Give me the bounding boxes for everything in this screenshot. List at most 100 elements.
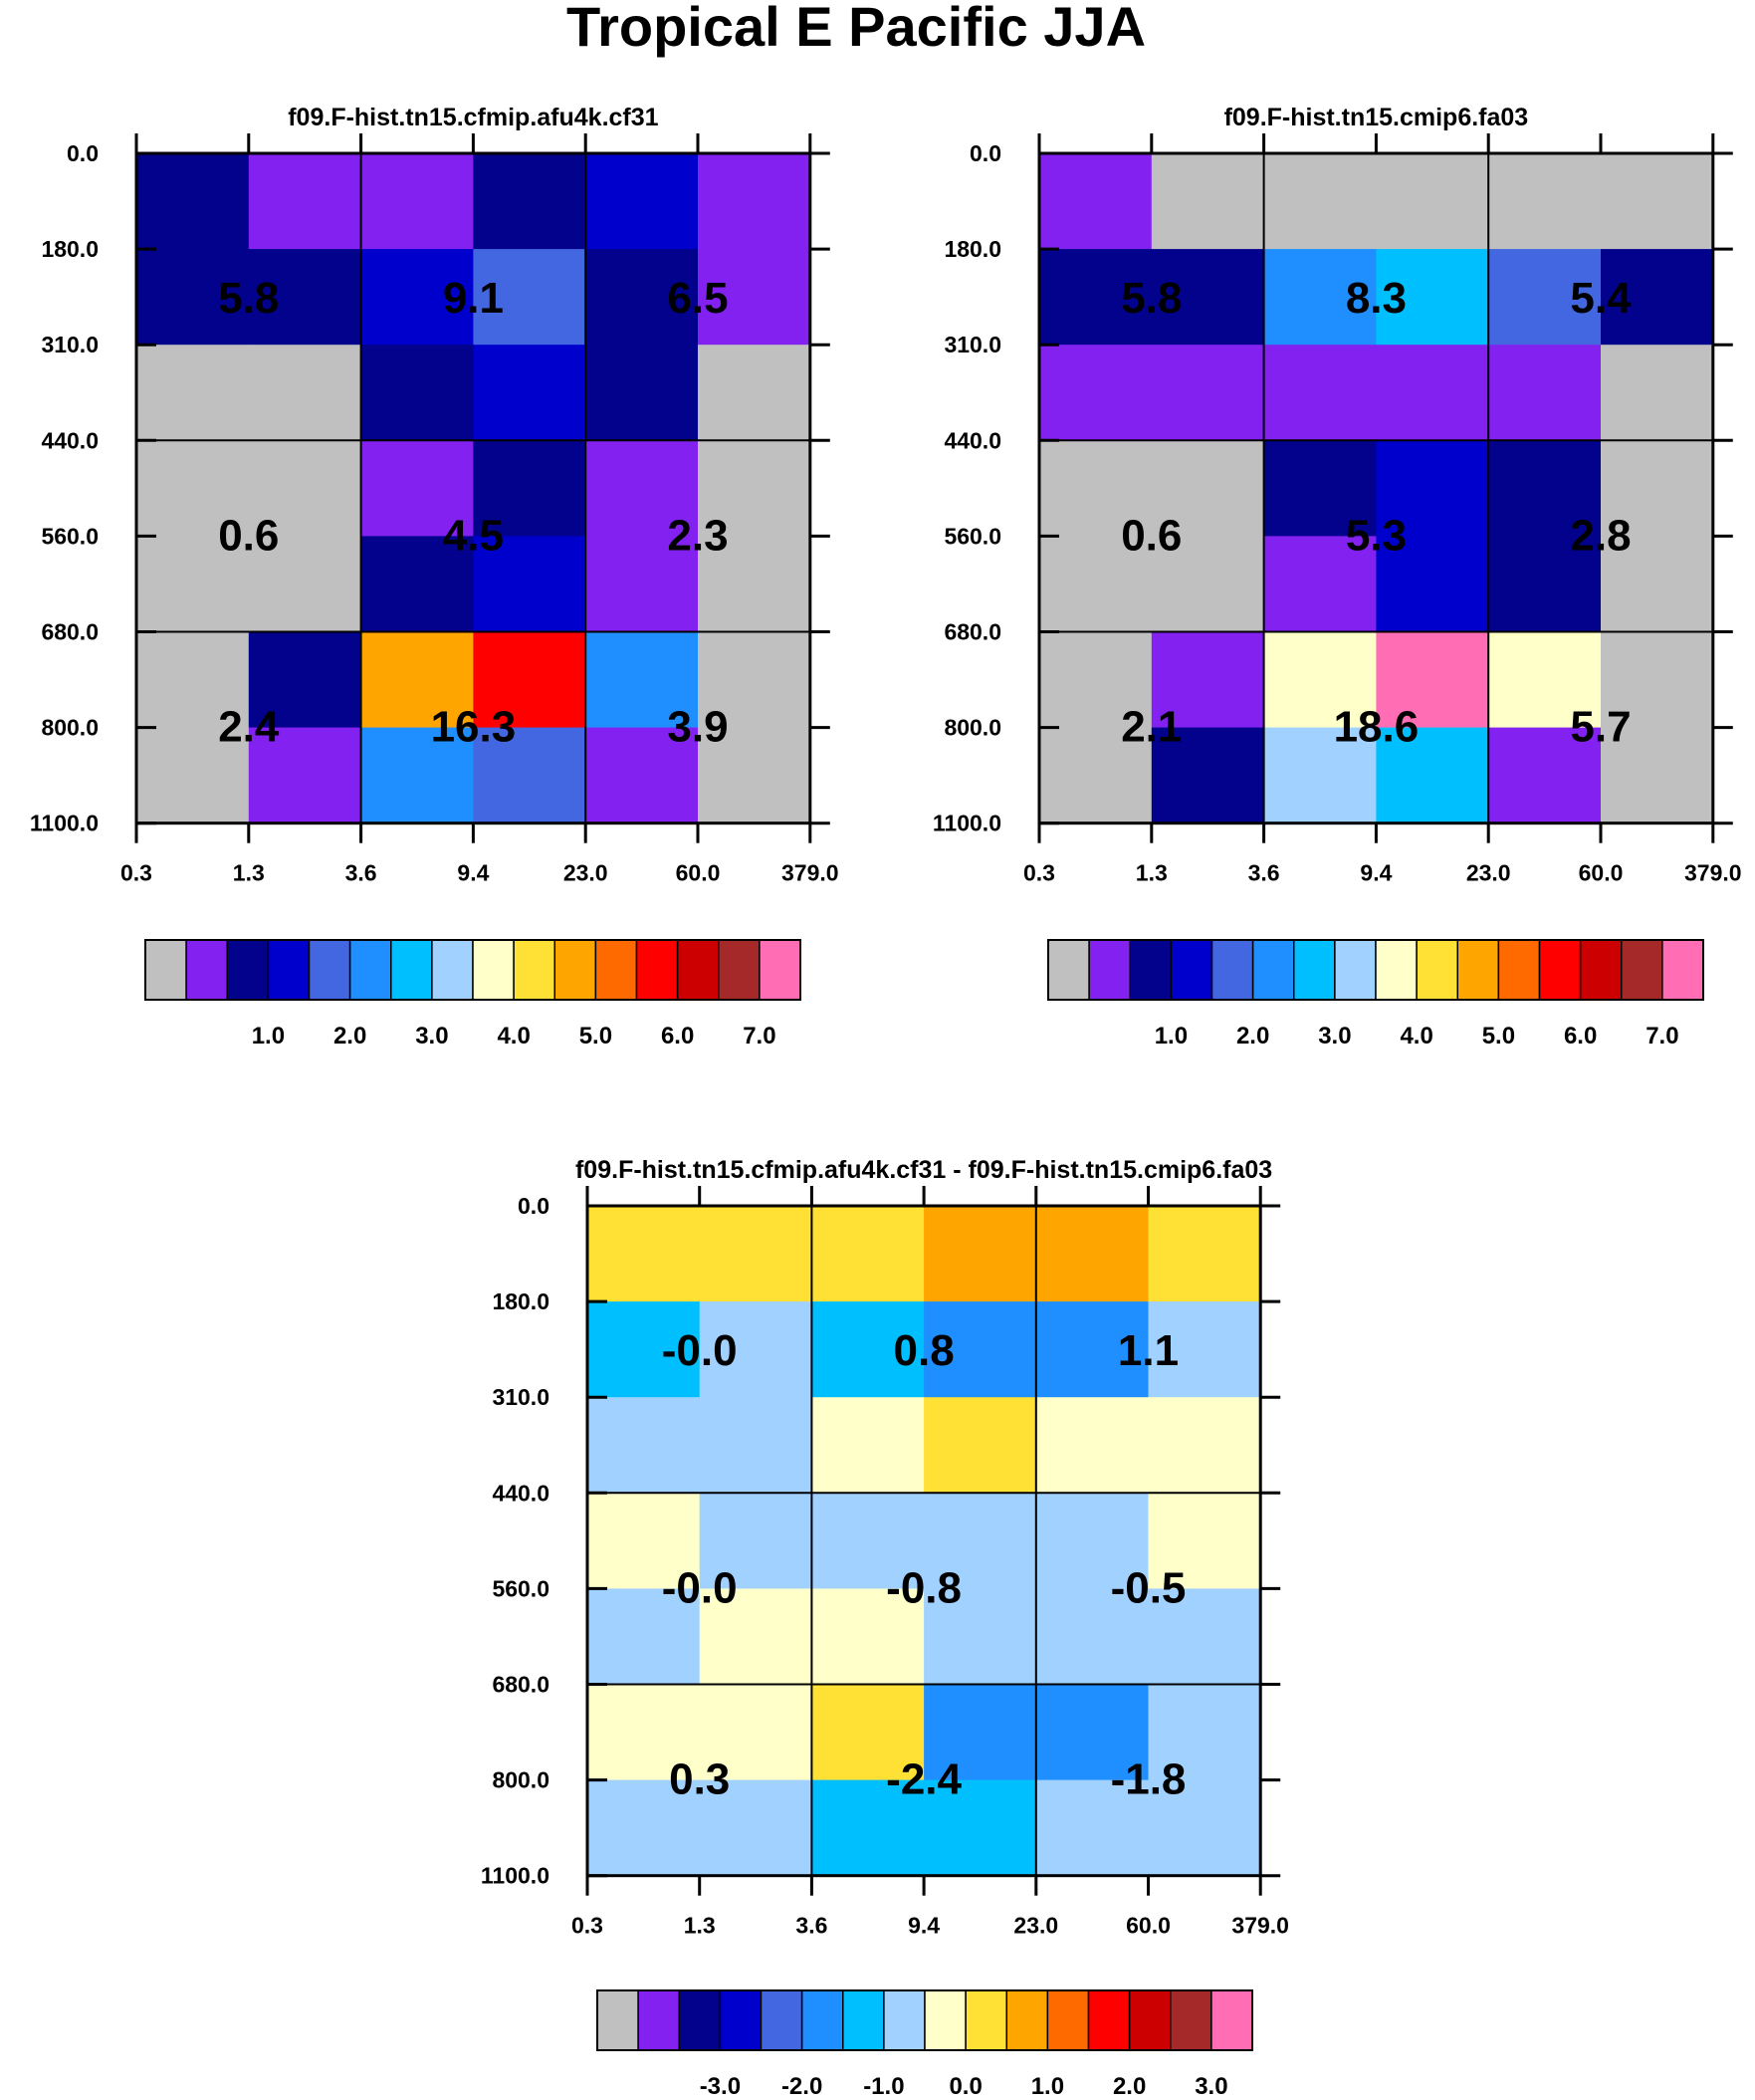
colorbar-swatch xyxy=(678,1989,722,2051)
heatmap-cell xyxy=(1376,727,1489,824)
panel-title: f09.F-hist.tn15.cfmip.afu4k.cf31 - f09.F… xyxy=(575,1156,1272,1184)
block-value-label: 6.5 xyxy=(667,274,728,323)
x-tick-label: 379.0 xyxy=(781,860,839,886)
x-tick-label: 9.4 xyxy=(1360,860,1392,886)
colorbar-frame xyxy=(1047,939,1704,1001)
colorbar-label: 6.0 xyxy=(1564,1023,1597,1050)
heatmap-cell xyxy=(698,153,811,250)
heatmap-cell xyxy=(587,1397,701,1494)
colorbar-swatch xyxy=(637,1989,680,2051)
heatmap-cell xyxy=(1035,1684,1150,1781)
block-value-label: 4.5 xyxy=(443,511,504,560)
x-tick-label: 1.3 xyxy=(684,1913,716,1939)
heatmap-cell xyxy=(587,1301,701,1398)
heatmap-cell xyxy=(698,440,811,537)
block-value-label: 5.4 xyxy=(1570,274,1632,323)
colorbar-swatch xyxy=(553,939,597,1001)
y-tick-label: 560.0 xyxy=(492,1575,549,1601)
colorbar-label: -1.0 xyxy=(863,2073,904,2100)
heatmap-cell xyxy=(1488,727,1602,824)
heatmap-cell xyxy=(587,1493,701,1589)
colorbar-label: 2.0 xyxy=(1236,1023,1269,1050)
colorbar-label: 2.0 xyxy=(1113,2073,1146,2100)
y-tick-label: 440.0 xyxy=(492,1480,549,1506)
colorbar-swatch xyxy=(1046,1989,1090,2051)
block-value-label: 0.3 xyxy=(669,1755,730,1804)
colorbar-frame xyxy=(144,939,801,1001)
x-tick-label: 3.6 xyxy=(345,860,377,886)
colorbar-label: 1.0 xyxy=(1031,2073,1064,2100)
colorbar-frame xyxy=(596,1989,1253,2051)
heatmap-cell xyxy=(1488,345,1602,441)
heatmap-cell xyxy=(811,1779,925,1877)
heatmap-cell xyxy=(360,153,474,250)
colorbar-swatch xyxy=(1334,939,1377,1001)
colorbar-swatch xyxy=(760,1989,803,2051)
colorbar-swatch xyxy=(1661,939,1704,1001)
colorbar-swatch xyxy=(1128,1989,1172,2051)
colorbar-swatch xyxy=(1210,939,1254,1001)
colorbar-label: 3.0 xyxy=(1195,2073,1227,2100)
colorbar-swatch xyxy=(759,939,801,1001)
heatmap-cell xyxy=(248,345,362,441)
heatmap-cell xyxy=(811,1684,925,1781)
heatmap-cell xyxy=(699,1779,812,1877)
heatmap-cell xyxy=(1151,631,1265,729)
block-value-label: 0.6 xyxy=(218,511,279,560)
heatmap-cell xyxy=(585,536,699,633)
colorbar-swatch xyxy=(1621,939,1663,1001)
heatmap-cell xyxy=(1263,727,1377,824)
heatmap-cell xyxy=(1151,440,1265,537)
colorbar-label: 1.0 xyxy=(252,1023,285,1050)
colorbar-swatch xyxy=(1416,939,1458,1001)
colorbar-swatch xyxy=(390,939,433,1001)
heatmap-cell xyxy=(1488,536,1602,633)
colorbar-swatch xyxy=(472,939,515,1001)
colorbar-swatch xyxy=(924,1989,967,2051)
heatmap-cell xyxy=(698,727,811,824)
heatmap-cell xyxy=(1148,1684,1261,1781)
heatmap-cell xyxy=(360,727,474,824)
heatmap-cell xyxy=(699,1493,812,1589)
heatmap-cell xyxy=(136,727,250,824)
block-value-label: 9.1 xyxy=(443,274,504,323)
colorbar-swatch xyxy=(883,1989,926,2051)
heatmap-cell xyxy=(248,153,362,250)
heatmap-cell xyxy=(585,727,699,824)
heatmap-cell xyxy=(136,345,250,441)
colorbar-label: 2.0 xyxy=(333,1023,366,1050)
y-tick-label: 1100.0 xyxy=(481,1863,549,1889)
heatmap-cell xyxy=(1035,1779,1150,1877)
heatmap-cell xyxy=(1488,153,1602,250)
heatmap-cell xyxy=(811,1206,925,1302)
heatmap-cell xyxy=(136,631,250,729)
heatmap-cell xyxy=(1151,727,1265,824)
heatmap-cell xyxy=(473,345,586,441)
block-value-label: -1.8 xyxy=(1111,1755,1187,1804)
heatmap-cell xyxy=(360,249,474,346)
heatmap-cell xyxy=(136,153,250,250)
heatmap-cell xyxy=(1148,1301,1261,1398)
heatmap-cell xyxy=(1376,345,1489,441)
colorbar-swatch xyxy=(1047,939,1090,1001)
y-tick-label: 680.0 xyxy=(492,1672,549,1698)
block-value-label: 5.7 xyxy=(1570,703,1631,752)
heatmap-cell xyxy=(1039,345,1153,441)
x-tick-label: 0.3 xyxy=(571,1913,603,1939)
y-tick-label: 440.0 xyxy=(944,427,1001,453)
colorbar-swatch xyxy=(1087,1989,1131,2051)
x-tick-label: 379.0 xyxy=(1231,1913,1289,1939)
block-value-label: 0.8 xyxy=(894,1326,955,1375)
heatmap-cell xyxy=(1601,249,1714,346)
heatmap-cell xyxy=(1601,727,1714,824)
colorbar-label: 5.0 xyxy=(1482,1023,1515,1050)
block-value-label: 1.1 xyxy=(1118,1326,1179,1375)
block-value-label: 18.6 xyxy=(1334,703,1420,752)
y-tick-label: 560.0 xyxy=(944,523,1001,549)
colorbar-swatch xyxy=(267,939,311,1001)
heatmap-panel-2: f09.F-hist.tn15.cmip6.fa03 0.0 180.0 310.0 4… xyxy=(933,104,1742,1050)
colorbar-label: 5.0 xyxy=(579,1023,612,1050)
y-tick-label: 310.0 xyxy=(944,332,1001,357)
heatmap-cell xyxy=(924,1493,1037,1589)
